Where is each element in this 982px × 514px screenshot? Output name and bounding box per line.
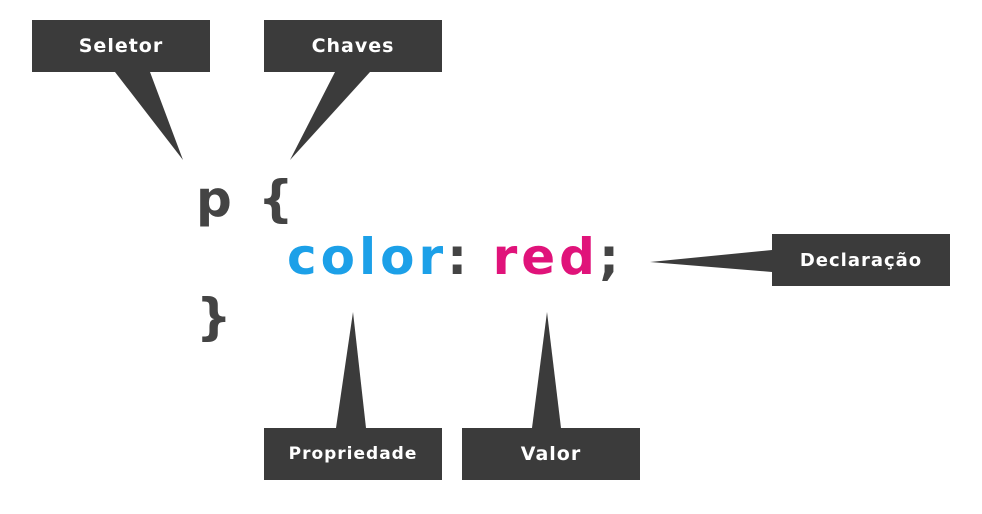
css-value: red — [492, 228, 599, 286]
property-pointer — [336, 312, 366, 428]
css-semicolon: ; — [598, 228, 623, 286]
css-selector: p — [196, 170, 236, 228]
css-property: color — [287, 228, 448, 286]
property-label: Propriedade — [264, 428, 442, 480]
css-open-brace: { — [258, 170, 298, 228]
value-pointer — [532, 312, 561, 428]
value-label: Valor — [462, 428, 640, 480]
css-colon: : — [447, 228, 472, 286]
declaration-pointer — [650, 250, 772, 272]
braces-pointer — [290, 72, 370, 160]
css-close-brace: } — [196, 288, 236, 346]
selector-label: Seletor — [32, 20, 210, 72]
braces-label: Chaves — [264, 20, 442, 72]
declaration-label: Declaração — [772, 234, 950, 286]
selector-pointer — [115, 72, 183, 160]
css-declaration: color: red; — [287, 232, 623, 282]
